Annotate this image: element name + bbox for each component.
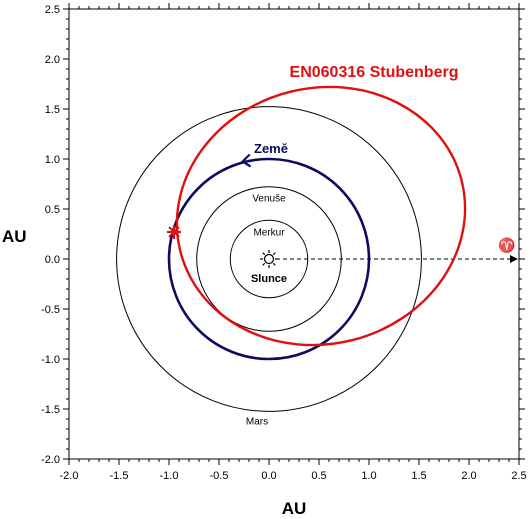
impact-point-star <box>168 226 180 238</box>
y-tick-label: 2.5 <box>45 4 60 16</box>
plot-frame <box>68 8 520 460</box>
vernal-equinox-symbol: ♈ <box>498 237 515 254</box>
x-tick-label: 1.0 <box>361 470 376 482</box>
sun-ray <box>262 262 266 266</box>
x-tick-label: 0.5 <box>311 470 326 482</box>
vernal-arrowhead <box>510 255 518 263</box>
sun-ray <box>262 252 266 256</box>
sun-ray <box>272 262 276 266</box>
x-axis-title: AU <box>282 499 307 518</box>
y-tick-label: 1.0 <box>45 154 60 166</box>
sun-icon <box>263 253 275 265</box>
y-tick-label: -2.0 <box>41 454 60 466</box>
y-tick-label: 2.0 <box>45 54 60 66</box>
x-tick-label: 0.0 <box>261 470 276 482</box>
y-axis-title: AU <box>2 227 27 246</box>
diagram-labels: Slunce Merkur Venuše Země Mars EN060316 Stube… <box>246 64 516 427</box>
meteoroid-orbit-group <box>167 85 467 347</box>
x-tick-label: -0.5 <box>210 470 229 482</box>
earth-direction-arrow <box>240 153 252 168</box>
y-tick-label: -1.0 <box>41 354 60 366</box>
x-tick-label: -1.5 <box>110 470 129 482</box>
x-tick-label: -2.0 <box>60 470 79 482</box>
y-tick-label: 1.5 <box>45 104 60 116</box>
planet-orbit-label: Merkur <box>253 227 285 238</box>
x-tick-label: 2.5 <box>511 470 526 482</box>
orbit-planet <box>116 106 422 412</box>
planet-orbit-label: Venuše <box>252 194 286 205</box>
axis-tick-labels: -2.0 -1.5 -1.0 -0.5 0.0 0.5 1.0 1.5 2.0 2.5 2.5 2.0… <box>41 4 527 482</box>
y-tick-label: -1.5 <box>41 404 60 416</box>
sun-ray <box>272 252 276 256</box>
sun-label: Slunce <box>251 273 287 285</box>
earth-orbit-label: Země <box>254 141 288 156</box>
x-tick-label: 2.0 <box>461 470 476 482</box>
meteoroid-orbit-label: EN060316 Stubenberg <box>290 64 459 81</box>
meteoroid-orbit <box>175 85 467 347</box>
y-tick-label: -0.5 <box>41 304 60 316</box>
y-tick-label: 0.5 <box>45 204 60 216</box>
planet-orbit-label: Mars <box>246 416 268 427</box>
x-tick-label: -1.0 <box>160 470 179 482</box>
x-tick-label: 1.5 <box>411 470 426 482</box>
axis-ticks <box>63 3 525 465</box>
y-tick-label: 0.0 <box>45 254 60 266</box>
planet-orbits <box>116 106 518 412</box>
